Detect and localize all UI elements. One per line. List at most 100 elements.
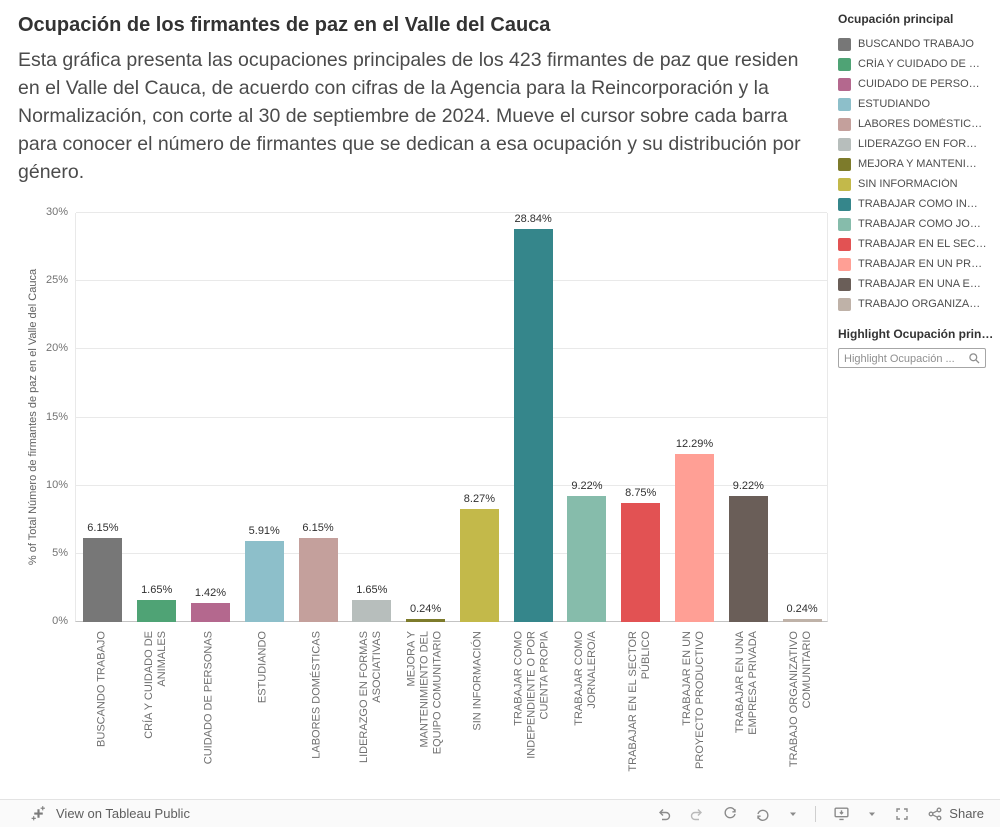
legend-item-5[interactable]: LABORES DOMÉSTIC…: [838, 114, 994, 134]
bar-value-label: 8.27%: [463, 493, 495, 506]
undo-icon[interactable]: [656, 806, 672, 822]
legend-label: TRABAJAR EN UNA E…: [858, 278, 981, 290]
highlighter-input[interactable]: [839, 350, 985, 368]
legend-sidebar: Ocupación principal BUSCANDO TRABAJO CRÍA…: [838, 12, 994, 368]
bar-5[interactable]: [298, 538, 338, 622]
gridline: [76, 280, 827, 282]
legend-item-14[interactable]: TRABAJO ORGANIZA…: [838, 294, 994, 314]
legend-item-6[interactable]: LIDERAZGO EN FOR…: [838, 134, 994, 154]
legend-swatch: [838, 277, 851, 291]
bar-value-label: 5.91%: [248, 525, 280, 538]
gridline: [76, 348, 827, 350]
legend-items: BUSCANDO TRABAJO CRÍA Y CUIDADO DE … CUIDA…: [838, 34, 994, 314]
bar-9[interactable]: [513, 228, 553, 622]
legend-swatch: [838, 237, 851, 251]
share-button[interactable]: Share: [927, 806, 984, 822]
legend-item-4[interactable]: ESTUDIANDO: [838, 94, 994, 114]
legend-swatch: [838, 217, 851, 231]
legend-swatch: [838, 177, 851, 191]
x-axis-label-text: CUIDADO DE PERSONAS: [202, 631, 215, 765]
y-tick-label: 5%: [52, 546, 68, 559]
legend-label: CRÍA Y CUIDADO DE …: [858, 58, 980, 70]
gridline: [76, 416, 827, 418]
caret-down-icon[interactable]: [867, 809, 877, 819]
refresh-icon[interactable]: [755, 806, 771, 822]
legend-item-8[interactable]: SIN INFORMACIÓN: [838, 174, 994, 194]
legend-label: LIDERAZGO EN FOR…: [858, 138, 978, 150]
bar-13[interactable]: [728, 496, 768, 622]
bar-4[interactable]: [244, 541, 284, 622]
page-description: Esta gráfica presenta las ocupaciones pr…: [18, 49, 801, 183]
legend-item-10[interactable]: TRABAJAR COMO JO…: [838, 214, 994, 234]
search-icon[interactable]: [967, 351, 982, 366]
tableau-logo-icon: [30, 805, 47, 822]
x-axis-label-text: CRÍA Y CUIDADO DE ANIMALES: [142, 631, 168, 739]
bar-value-label: 28.84%: [514, 212, 552, 225]
bar-value-label: 0.24%: [786, 602, 818, 615]
bar-12[interactable]: [675, 454, 715, 622]
legend-label: CUIDADO DE PERSO…: [858, 78, 980, 90]
legend-swatch: [838, 257, 851, 271]
legend-label: TRABAJAR COMO JO…: [858, 218, 981, 230]
bar-11[interactable]: [621, 502, 661, 622]
legend-item-9[interactable]: TRABAJAR COMO IN…: [838, 194, 994, 214]
legend-item-7[interactable]: MEJORA Y MANTENI…: [838, 154, 994, 174]
bar-value-label: 12.29%: [675, 438, 714, 451]
legend-swatch: [838, 57, 851, 71]
bar-8[interactable]: [459, 509, 499, 622]
bar-6[interactable]: [352, 599, 392, 622]
legend-item-2[interactable]: CRÍA Y CUIDADO DE …: [838, 54, 994, 74]
redo-icon[interactable]: [689, 806, 705, 822]
bar-value-label: 1.42%: [194, 586, 227, 599]
legend-swatch: [838, 37, 851, 51]
toolbar-actions: Share: [656, 805, 984, 822]
toolbar-separator: [815, 805, 817, 822]
replay-icon[interactable]: [722, 806, 738, 822]
legend-label: SIN INFORMACIÓN: [858, 178, 958, 190]
legend-item-11[interactable]: TRABAJAR EN EL SEC…: [838, 234, 994, 254]
bar-value-label: 8.75%: [625, 486, 657, 499]
highlighter-search-box[interactable]: [838, 348, 986, 368]
gridline: [76, 552, 827, 554]
bar-10[interactable]: [567, 496, 607, 622]
legend-swatch: [838, 157, 851, 171]
bar-2[interactable]: [137, 599, 177, 622]
share-label: Share: [949, 806, 984, 821]
download-icon[interactable]: [833, 805, 850, 822]
legend-label: TRABAJAR EN EL SEC…: [858, 238, 987, 250]
legend-swatch: [838, 117, 851, 131]
fullscreen-icon[interactable]: [894, 806, 910, 822]
y-tick-label: 15%: [45, 410, 68, 423]
legend-swatch: [838, 97, 851, 111]
gridline: [76, 212, 827, 213]
bar-1[interactable]: [83, 538, 123, 622]
legend-item-12[interactable]: TRABAJAR EN UN PR…: [838, 254, 994, 274]
bar-value-label: 1.65%: [356, 583, 388, 596]
caret-down-icon[interactable]: [788, 809, 798, 819]
y-tick-label: 30%: [45, 206, 68, 218]
x-axis-label-text: BUSCANDO TRABAJO: [95, 631, 108, 747]
legend-item-1[interactable]: BUSCANDO TRABAJO: [838, 34, 994, 54]
x-axis-label-text: TRABAJAR COMO INDEPENDIENTE O POR CUENTA…: [512, 631, 551, 759]
highlighter-title: Highlight Ocupación prin…: [838, 327, 994, 341]
legend-label: TRABAJAR COMO IN…: [858, 198, 978, 210]
bar-7[interactable]: [406, 618, 446, 622]
header: Ocupación de los firmantes de paz en el …: [18, 14, 820, 186]
y-tick-label: 20%: [45, 342, 68, 355]
x-axis-label-text: LIDERAZGO EN FORMAS ASOCIATIVAS: [357, 631, 383, 764]
bar-3[interactable]: [190, 602, 230, 622]
legend-title: Ocupación principal: [838, 12, 954, 26]
gridline: [76, 484, 827, 486]
legend-item-13[interactable]: TRABAJAR EN UNA E…: [838, 274, 994, 294]
legend-label: TRABAJAR EN UN PR…: [858, 258, 983, 270]
y-tick-label: 25%: [45, 274, 68, 287]
view-on-tableau-link[interactable]: View on Tableau Public: [30, 805, 190, 822]
x-axis-label-text: LABORES DOMÉSTICAS: [310, 631, 323, 759]
x-axis-label-text: TRABAJO ORGANIZATIVO COMUNITARIO: [788, 631, 814, 768]
bar-value-label: 6.15%: [302, 522, 334, 535]
x-axis-label-text: ESTUDIANDO: [256, 631, 269, 704]
bar-14[interactable]: [782, 618, 822, 622]
legend-item-3[interactable]: CUIDADO DE PERSO…: [838, 74, 994, 94]
x-axis-label-text: TRABAJAR EN UNA EMPRESA PRIVADA: [734, 631, 760, 735]
